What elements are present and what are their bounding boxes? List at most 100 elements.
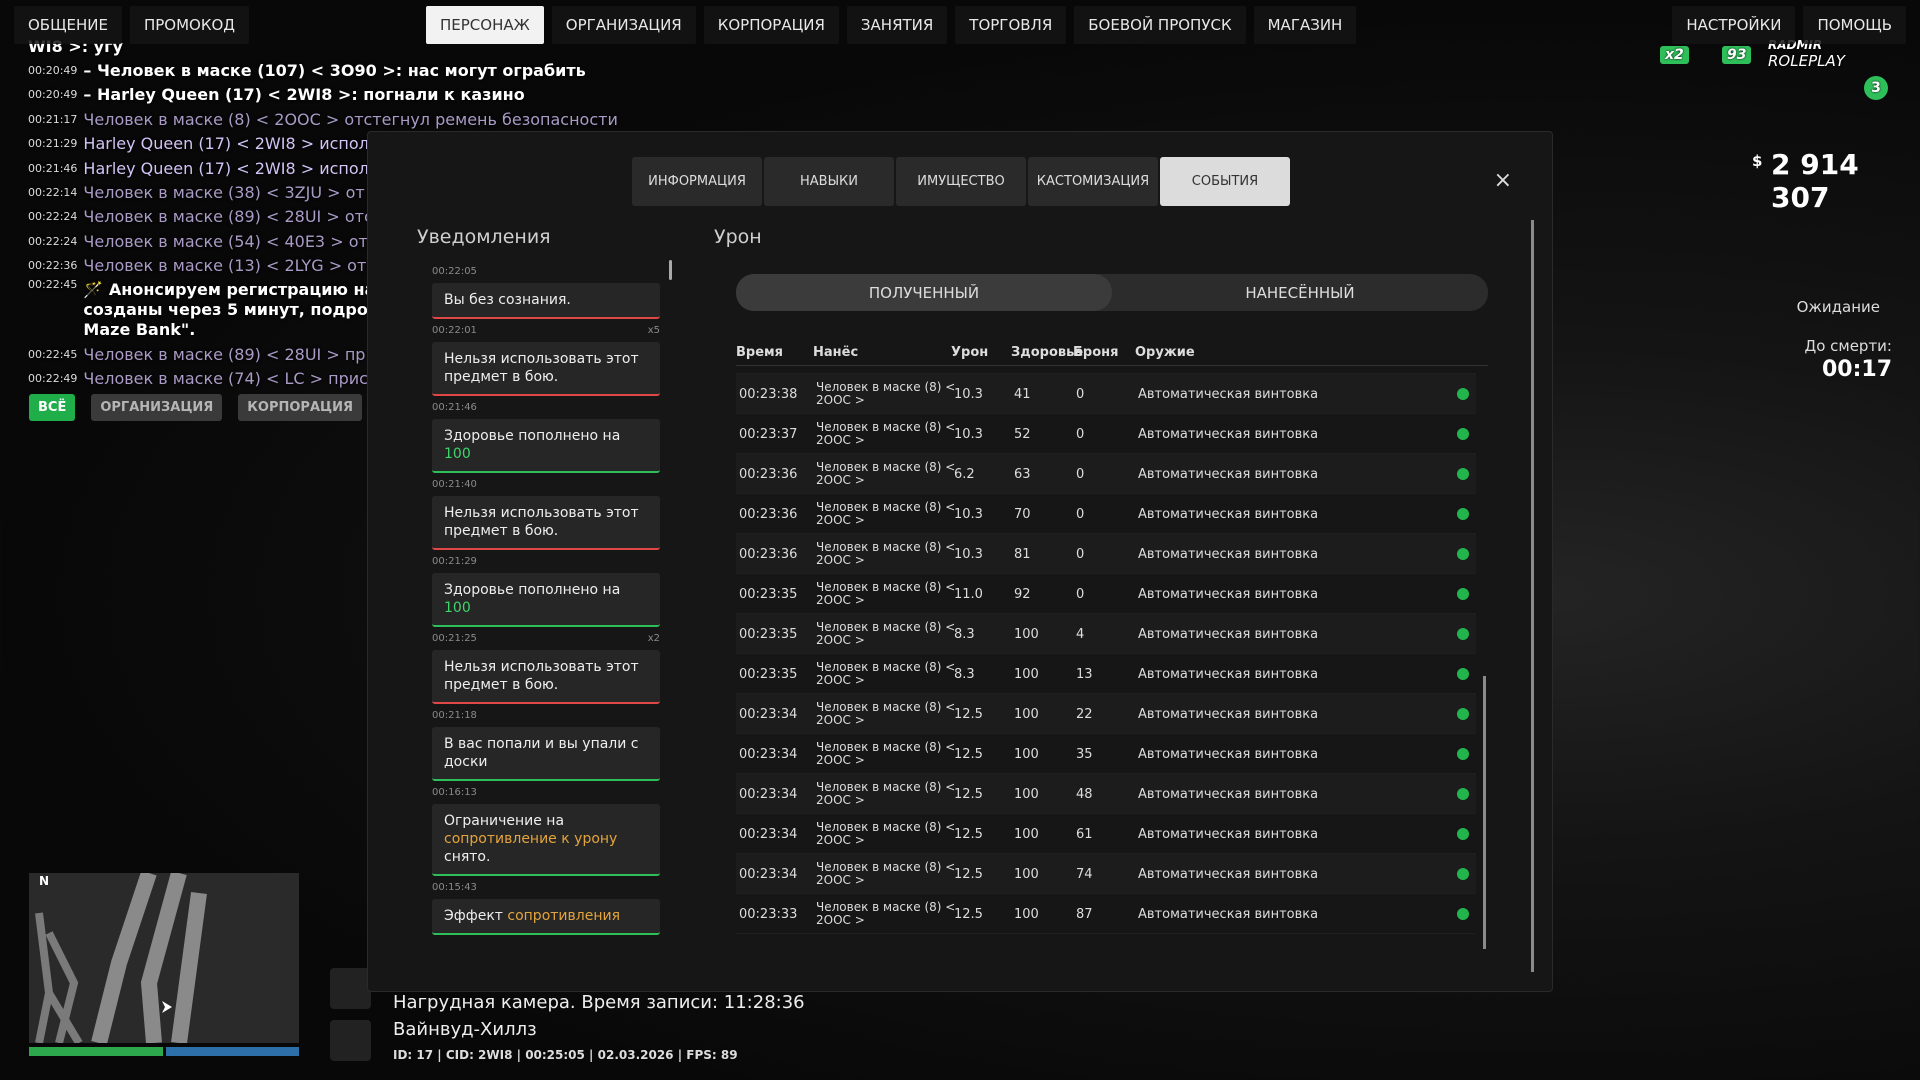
table-cell: 100 [1014, 746, 1039, 762]
notification: 00:22:01 x5 Нельзя использовать этот предм… [432, 325, 672, 396]
table-cell: 12.5 [954, 786, 983, 802]
table-cell: 0 [1076, 426, 1085, 442]
text-part: сопротивления [507, 908, 620, 924]
table-cell: Автоматическая винтовка [1138, 506, 1319, 522]
table-cell: Человек в маске (8) < 2OOC > [816, 700, 956, 727]
armor-bar [166, 1047, 299, 1056]
text-part: Нельзя использовать этот предмет в бою. [444, 351, 644, 385]
minimap-north: N [39, 874, 50, 888]
text-part: Здоровье пополнено на [444, 582, 625, 598]
notification-text: Нельзя использовать этот предмет в бою. [432, 496, 660, 550]
table-cell: 100 [1014, 666, 1039, 682]
nav-item[interactable]: ПОМОЩЬ [1803, 6, 1906, 44]
notification: 00:21:46 Здоровье пополнено на 100 [432, 402, 672, 473]
modal-tabs: ИНФОРМАЦИЯ НАВЫКИ ИМУЩЕСТВО КАСТОМИЗАЦИЯ СОБ… [632, 157, 1290, 206]
table-row: 00:23:34 Человек в маске (8) < 2OOC >12.5… [736, 734, 1476, 774]
table-cell: Автоматическая винтовка [1138, 786, 1319, 802]
table-row: 00:23:36 Человек в маске (8) < 2OOC >10.3… [736, 494, 1476, 534]
info-icon [1457, 868, 1469, 880]
table-cell: 10.3 [954, 426, 983, 442]
table-cell: 00:23:35 [739, 666, 798, 682]
table-cell: 100 [1014, 866, 1039, 882]
notification-text: Эффект сопротивления [432, 899, 660, 935]
section-title: Урон [714, 226, 762, 248]
chat-line: 00:22:49 Человек в маске (74) < LC > прис [28, 366, 628, 390]
chat-line: 00:22:45 🪄 Анонсируем регистрацию на созда… [28, 278, 628, 342]
notification-time: 00:21:18 [432, 710, 477, 721]
modal-tab[interactable]: СОБЫТИЯ [1160, 157, 1290, 206]
table-cell: 41 [1014, 386, 1031, 402]
damage-tab[interactable]: НАНЕСЁННЫЙ [1245, 283, 1355, 302]
table-cell: Человек в маске (8) < 2OOC > [816, 620, 956, 647]
damage-table: 00:23:39Человек в маске (8) < 2OOC >6.83… [736, 366, 1476, 1080]
table-cell: 0 [1076, 586, 1085, 602]
mic-icon [330, 1020, 371, 1061]
table-cell: 00:23:34 [739, 706, 798, 722]
minimap-roads [35, 873, 207, 1043]
nav-item[interactable]: КОРПОРАЦИЯ [703, 6, 839, 44]
table-cell: Человек в маске (8) < 2OOC > [816, 500, 956, 527]
nav-item[interactable]: ТОРГОВЛЯ [955, 6, 1067, 44]
table-cell: 22 [1076, 706, 1093, 722]
nav-item[interactable]: МАГАЗИН [1253, 6, 1357, 44]
notification-time: 00:16:13 [432, 787, 477, 798]
player-arrow [162, 1001, 172, 1013]
table-cell: 6.2 [954, 466, 975, 482]
info-icon [1457, 428, 1469, 440]
chat-line: 00:20:49 – Человек в маске (107) < 3O90 >… [28, 58, 628, 82]
table-cell: Автоматическая винтовка [1138, 546, 1319, 562]
badge: x2 [1660, 46, 1689, 64]
notification: 00:21:29 Здоровье пополнено на 100 [432, 556, 672, 627]
table-cell: Человек в маске (8) < 2OOC > [816, 420, 956, 447]
notification-time: 00:21:46 [432, 402, 477, 413]
info-icon [1457, 508, 1469, 520]
column-header: Время [736, 345, 784, 360]
location: Вайнвуд-Хиллз [393, 1019, 537, 1040]
session-info: ID: 17 | CID: 2WI8 | 00:25:05 | 02.03.20… [393, 1048, 738, 1062]
table-cell: 81 [1014, 546, 1031, 562]
notification-count: x2 [647, 633, 660, 644]
nav-item[interactable]: ПРОМОКОД [129, 6, 250, 44]
nav-item[interactable]: НАСТРОЙКИ [1672, 6, 1796, 44]
chat-tab[interactable]: ОРГАНИЗАЦИЯ [91, 394, 223, 421]
modal-tab[interactable]: ИНФОРМАЦИЯ [632, 157, 762, 206]
modal-tab[interactable]: ИМУЩЕСТВО [896, 157, 1026, 206]
table-cell: Человек в маске (8) < 2OOC > [816, 580, 956, 607]
nav-item[interactable]: ПЕРСОНАЖ [426, 6, 544, 44]
damage-tab[interactable]: ПОЛУЧЕННЫЙ [736, 274, 1112, 311]
notification: 00:21:40 Нельзя использовать этот предмет… [432, 479, 672, 550]
chat-tab[interactable]: ВСЁ [29, 394, 76, 421]
table-cell: 0 [1076, 366, 1084, 374]
chat-tab[interactable]: КОРПОРАЦИЯ [238, 394, 362, 421]
notification-head: 00:21:46 [432, 402, 660, 413]
notification-time: 00:22:05 [432, 266, 477, 277]
notification-head: 00:22:05 [432, 266, 660, 277]
table-cell: Автоматическая винтовка [1138, 426, 1319, 442]
table-cell: 4 [1076, 626, 1085, 642]
notification-text: Ограничение на сопротивление к урону сня… [432, 804, 660, 876]
table-cell: 12.5 [954, 866, 983, 882]
column-header: Урон [951, 345, 989, 360]
nav-item[interactable]: ЗАНЯТИЯ [846, 6, 948, 44]
modal-tab[interactable]: КАСТОМИЗАЦИЯ [1028, 157, 1158, 206]
table-row: 00:23:34 Человек в маске (8) < 2OOC >12.5… [736, 854, 1476, 894]
modal-tab[interactable]: НАВЫКИ [764, 157, 894, 206]
nav-item[interactable]: БОЕВОЙ ПРОПУСК [1074, 6, 1246, 44]
table-rows: 00:23:39Человек в маске (8) < 2OOC >6.83… [736, 366, 1476, 934]
text-part: Вы без сознания. [444, 292, 571, 308]
level: 3 [1864, 76, 1888, 100]
chat-text: Человек в маске (13) < 2LYG > отс [83, 256, 376, 276]
close-button[interactable]: × [1493, 168, 1512, 193]
notification: 00:16:13 Ограничение на сопротивление к у… [432, 787, 672, 876]
table-row: 00:23:35 Человек в маске (8) < 2OOC >8.3 1… [736, 654, 1476, 694]
chat: WI8 >: угу 00:20:49– Человек в маске (107… [28, 34, 628, 391]
table-cell: Человек в маске (8) < 2OOC > [816, 900, 956, 927]
nav-item[interactable]: ОБЩЕНИЕ [14, 6, 122, 44]
column-header: Оружие [1135, 345, 1195, 360]
chat-text: – Harley Queen (17) < 2WI8 >: погнали к … [83, 85, 525, 105]
table-cell: 10.3 [954, 506, 983, 522]
nav-item[interactable]: ОРГАНИЗАЦИЯ [551, 6, 696, 44]
column-header: Нанёс [813, 345, 859, 360]
table-cell: 92 [1014, 586, 1031, 602]
notification-text: Нельзя использовать этот предмет в бою. [432, 650, 660, 704]
